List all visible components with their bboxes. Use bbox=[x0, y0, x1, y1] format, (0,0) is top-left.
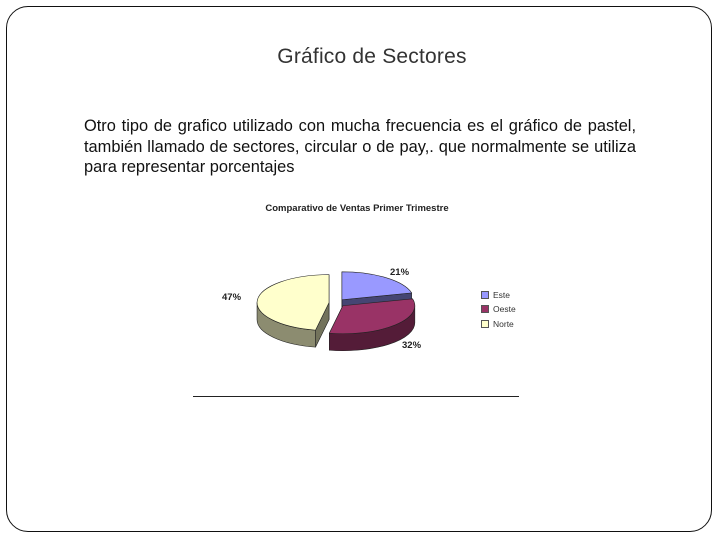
legend-item-norte: Norte bbox=[481, 319, 514, 329]
slice-label-oeste: 32% bbox=[402, 340, 422, 351]
legend-swatch-oeste bbox=[481, 305, 489, 313]
slice-label-este: 21% bbox=[390, 267, 410, 278]
pie-slice-oeste bbox=[328, 298, 416, 335]
legend-item-este: Este bbox=[481, 290, 510, 300]
pie-slice-norte bbox=[256, 274, 330, 331]
slice-label-norte: 47% bbox=[222, 292, 242, 303]
chart-title: Comparativo de Ventas Primer Trimestre bbox=[265, 203, 449, 214]
legend-label-oeste: Oeste bbox=[493, 304, 516, 314]
legend-swatch-norte bbox=[481, 320, 489, 328]
legend-item-oeste: Oeste bbox=[481, 304, 516, 314]
pie-chart-svg bbox=[256, 271, 416, 352]
legend-label-norte: Norte bbox=[493, 319, 514, 329]
body-paragraph: Otro tipo de grafico utilizado con mucha… bbox=[84, 117, 636, 176]
pie-chart: Comparativo de Ventas Primer Trimestre 2… bbox=[195, 195, 525, 365]
legend-label-este: Este bbox=[493, 290, 511, 300]
divider-line bbox=[193, 396, 519, 397]
slide-frame bbox=[6, 6, 712, 532]
slide-title: Gráfico de Sectores bbox=[277, 45, 467, 68]
pie-slice-este bbox=[341, 271, 413, 301]
legend-swatch-este bbox=[481, 291, 489, 299]
